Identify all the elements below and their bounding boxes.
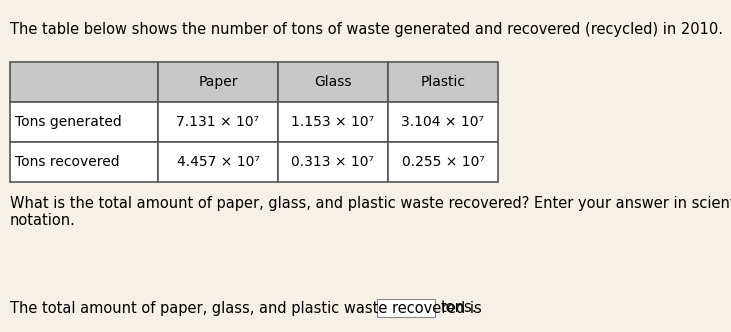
Text: tons.: tons. [441, 300, 477, 315]
Text: The table below shows the number of tons of waste generated and recovered (recyc: The table below shows the number of tons… [10, 22, 723, 37]
Text: 7.131 × 10⁷: 7.131 × 10⁷ [176, 115, 260, 129]
Text: 1.153 × 10⁷: 1.153 × 10⁷ [292, 115, 374, 129]
Text: Tons recovered: Tons recovered [15, 155, 120, 169]
Text: Plastic: Plastic [420, 75, 466, 89]
Text: The total amount of paper, glass, and plastic waste recovered is: The total amount of paper, glass, and pl… [10, 300, 482, 315]
Text: What is the total amount of paper, glass, and plastic waste recovered? Enter you: What is the total amount of paper, glass… [10, 196, 731, 228]
Text: Glass: Glass [314, 75, 352, 89]
Text: 4.457 × 10⁷: 4.457 × 10⁷ [176, 155, 260, 169]
Text: 0.313 × 10⁷: 0.313 × 10⁷ [292, 155, 374, 169]
Text: Tons generated: Tons generated [15, 115, 122, 129]
Text: Paper: Paper [198, 75, 238, 89]
Text: 3.104 × 10⁷: 3.104 × 10⁷ [401, 115, 485, 129]
Text: 0.255 × 10⁷: 0.255 × 10⁷ [401, 155, 485, 169]
